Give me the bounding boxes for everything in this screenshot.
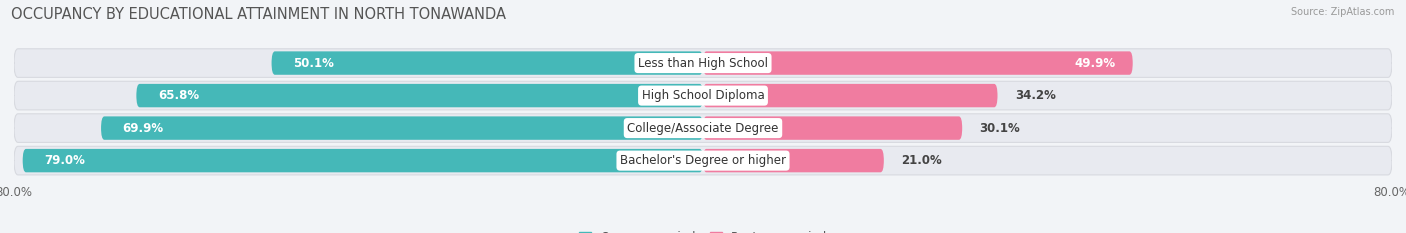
Text: College/Associate Degree: College/Associate Degree — [627, 122, 779, 135]
Text: 79.0%: 79.0% — [44, 154, 86, 167]
FancyBboxPatch shape — [271, 51, 703, 75]
FancyBboxPatch shape — [703, 51, 1133, 75]
FancyBboxPatch shape — [136, 84, 703, 107]
FancyBboxPatch shape — [14, 146, 1392, 175]
Text: Less than High School: Less than High School — [638, 57, 768, 70]
Text: 34.2%: 34.2% — [1015, 89, 1056, 102]
Text: OCCUPANCY BY EDUCATIONAL ATTAINMENT IN NORTH TONAWANDA: OCCUPANCY BY EDUCATIONAL ATTAINMENT IN N… — [11, 7, 506, 22]
Text: Bachelor's Degree or higher: Bachelor's Degree or higher — [620, 154, 786, 167]
FancyBboxPatch shape — [703, 116, 962, 140]
Legend: Owner-occupied, Renter-occupied: Owner-occupied, Renter-occupied — [574, 226, 832, 233]
Text: 30.1%: 30.1% — [980, 122, 1021, 135]
Text: 69.9%: 69.9% — [122, 122, 163, 135]
FancyBboxPatch shape — [14, 81, 1392, 110]
Text: 49.9%: 49.9% — [1074, 57, 1115, 70]
Text: Source: ZipAtlas.com: Source: ZipAtlas.com — [1291, 7, 1395, 17]
Text: High School Diploma: High School Diploma — [641, 89, 765, 102]
FancyBboxPatch shape — [703, 149, 884, 172]
FancyBboxPatch shape — [14, 114, 1392, 142]
FancyBboxPatch shape — [14, 49, 1392, 77]
FancyBboxPatch shape — [101, 116, 703, 140]
Text: 21.0%: 21.0% — [901, 154, 942, 167]
Text: 65.8%: 65.8% — [157, 89, 200, 102]
FancyBboxPatch shape — [22, 149, 703, 172]
FancyBboxPatch shape — [703, 84, 997, 107]
Text: 50.1%: 50.1% — [292, 57, 335, 70]
